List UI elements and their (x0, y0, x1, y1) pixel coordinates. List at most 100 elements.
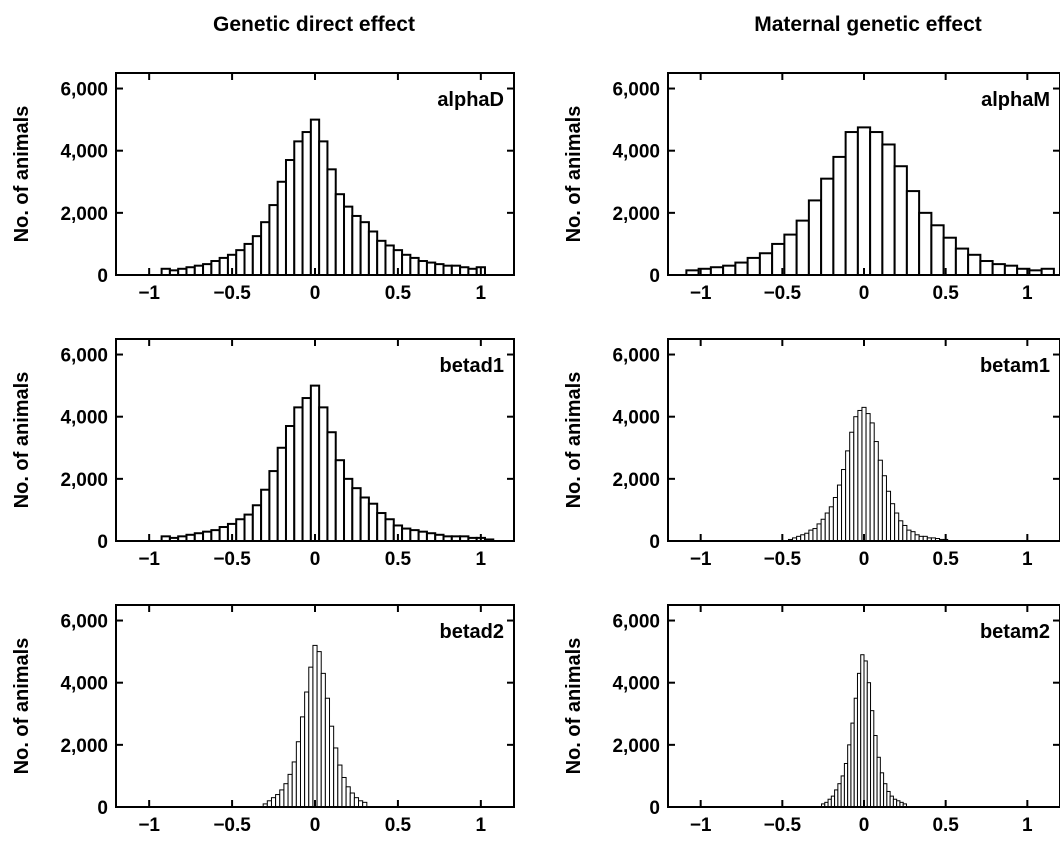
histogram-bar (401, 253, 412, 277)
histogram-bar (268, 204, 279, 276)
histogram-bar (345, 786, 351, 808)
x-tick-label: −1 (138, 549, 160, 570)
histogram-bar (845, 450, 851, 542)
histogram-bar (417, 530, 428, 543)
histogram-bar (268, 470, 279, 543)
histogram-bar (709, 266, 725, 277)
x-tick-label: −0.5 (764, 815, 802, 836)
y-tick-label: 0 (649, 266, 660, 287)
panel-label-betad2: betad2 (440, 621, 504, 643)
histogram-bar (301, 397, 312, 542)
histogram-bar (351, 214, 362, 276)
panel-label-alphaM: alphaM (981, 89, 1050, 111)
histogram-panels: −1 −0.5 0 0.5 1 0 2,000 4,000 6,000 No. of animal… (11, 72, 1060, 836)
histogram-bar (312, 644, 318, 808)
histogram-bar (343, 477, 354, 543)
histogram-bar (890, 503, 896, 542)
histogram-bar (450, 264, 462, 276)
histogram-bar (425, 261, 437, 277)
histogram-bar (376, 239, 387, 276)
histogram-bar (844, 131, 859, 276)
y-tick-label: 6,000 (612, 612, 660, 633)
histogram-bar (459, 266, 470, 277)
y-tick-label: 6,000 (612, 346, 660, 367)
y-tick-label: 0 (97, 266, 108, 287)
y-tick-label: 6,000 (612, 80, 660, 101)
y-axis-label: No. of animals (11, 106, 33, 243)
histogram-panel-alphaM: −1 −0.5 0 0.5 1 0 2,000 4,000 6,000 No. of animal… (563, 72, 1060, 304)
x-tick-label: −0.5 (213, 283, 251, 304)
panel-label-alphaD: alphaD (437, 89, 504, 111)
x-tick-label: −1 (138, 815, 160, 836)
y-tick-label: 4,000 (612, 142, 660, 163)
histogram-bar (816, 523, 822, 542)
histogram-bar (251, 504, 263, 542)
histogram-bar (337, 764, 343, 808)
histogram-bar (276, 180, 287, 276)
x-tick-label: 0 (859, 283, 870, 304)
histogram-bar (293, 140, 304, 276)
histogram-bar (836, 484, 843, 542)
histogram-bar (991, 263, 1006, 276)
column-title-maternal-genetic: Maternal genetic effect (754, 13, 982, 36)
y-axis-label: No. of animals (563, 638, 585, 775)
y-tick-label: 0 (649, 532, 660, 553)
histogram-bar (309, 118, 321, 276)
histogram-bar (918, 211, 933, 277)
histogram-bar (334, 459, 346, 543)
histogram-bar (906, 529, 912, 542)
histogram-bar (326, 431, 337, 543)
x-tick-label: 0 (310, 283, 321, 304)
histogram-bar (783, 233, 798, 277)
histogram-bar (243, 242, 254, 277)
histogram-bar (309, 384, 321, 542)
histogram-bar (235, 249, 246, 276)
histogram-bar (384, 244, 395, 277)
x-tick-label: −0.5 (213, 815, 251, 836)
y-tick-label: 2,000 (60, 204, 108, 225)
histogram-bar (861, 406, 867, 542)
histogram-bar (869, 422, 875, 542)
histogram-bar (333, 747, 339, 808)
histogram-bar (979, 260, 994, 276)
histogram-bar (758, 252, 774, 276)
x-tick-label: 0.5 (932, 815, 959, 836)
x-tick-label: 1 (476, 283, 487, 304)
y-tick-label: 0 (97, 798, 108, 819)
histogram-bar (417, 260, 428, 276)
histogram-bar (351, 487, 362, 542)
histogram-bar (967, 253, 982, 277)
y-tick-label: 2,000 (612, 470, 660, 491)
histogram-bar (218, 256, 229, 276)
histogram-bar (367, 230, 379, 276)
histogram-bar (425, 532, 437, 543)
histogram-bar (898, 520, 904, 542)
histogram-bar (202, 263, 213, 276)
x-tick-label: 0.5 (385, 283, 412, 304)
y-tick-label: 6,000 (60, 612, 108, 633)
histogram-bar (401, 527, 412, 542)
x-tick-label: −1 (138, 283, 160, 304)
histogram-bar (722, 264, 737, 276)
y-tick-label: 0 (97, 532, 108, 553)
histogram-bar (334, 193, 346, 276)
histogram-bar (251, 235, 263, 276)
x-tick-label: 0 (310, 549, 321, 570)
y-tick-label: 4,000 (60, 408, 108, 429)
x-tick-label: 0.5 (385, 815, 412, 836)
histogram-bar (885, 490, 892, 542)
histogram-bar (275, 794, 281, 808)
histogram-bar (1003, 264, 1019, 276)
x-tick-label: −0.5 (213, 549, 251, 570)
histogram-bar (295, 741, 301, 808)
histogram-bar (434, 263, 445, 276)
x-tick-label: −0.5 (764, 283, 802, 304)
histogram-bar (318, 140, 329, 276)
histogram-bar (270, 797, 277, 808)
histogram-bar (291, 761, 297, 808)
histogram-bar (320, 672, 326, 808)
histogram-bar (202, 530, 213, 543)
y-tick-label: 6,000 (60, 346, 108, 367)
panel-label-betam1: betam1 (980, 355, 1050, 377)
